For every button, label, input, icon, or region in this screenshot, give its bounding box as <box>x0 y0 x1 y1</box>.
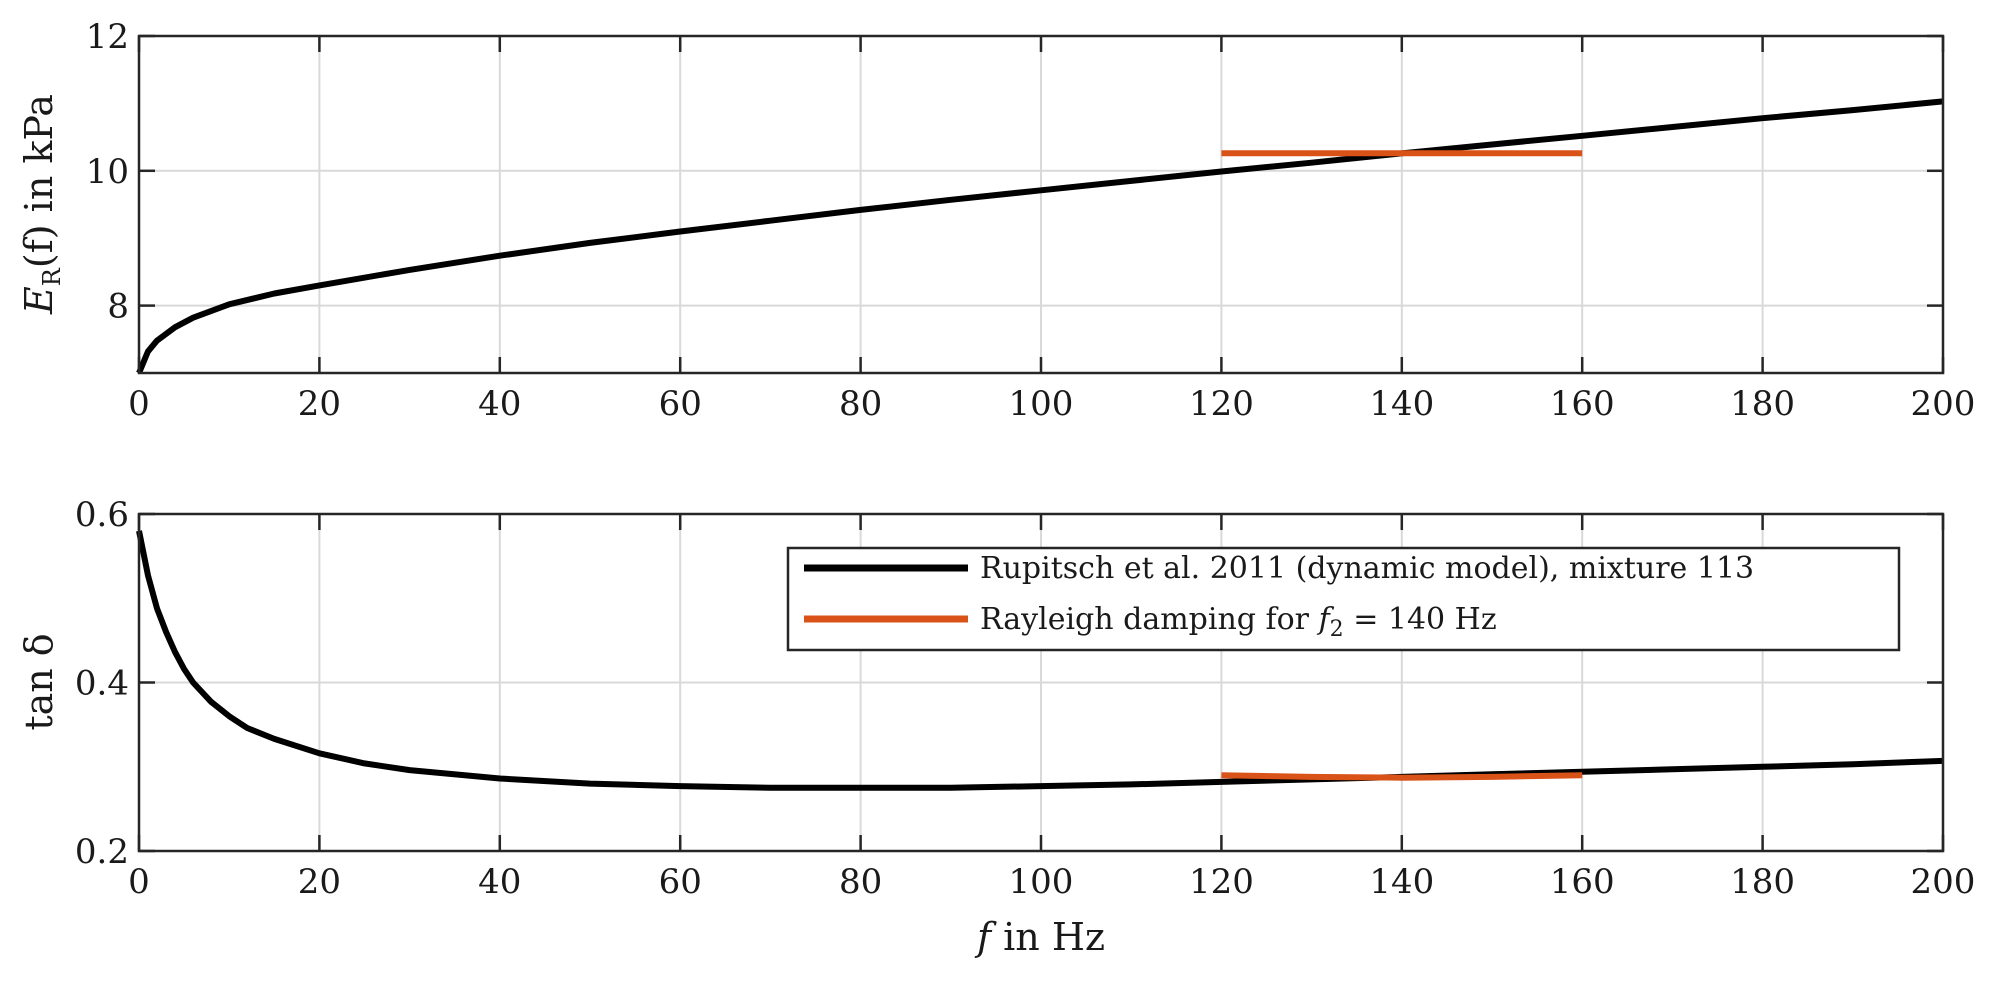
legend-label-rayleigh: Rayleigh damping for f2 = 140 Hz <box>980 602 1497 642</box>
top-x-tick-label: 200 <box>1911 384 1976 424</box>
bottom-y-axis-label: tan δ <box>17 633 61 730</box>
top-series <box>136 98 1944 375</box>
bottom-x-tick-label: 160 <box>1550 862 1615 902</box>
bottom-x-tick-label: 80 <box>839 862 882 902</box>
top-y-tick-label: 10 <box>86 152 129 192</box>
top-panel: 0 20 40 60 80 100 120 140 160 180 200 8 10 12 ER(f) i… <box>17 17 1975 424</box>
top-y-tick-label: 8 <box>107 287 129 327</box>
bottom-y-tick-label: 0.6 <box>75 495 129 535</box>
bottom-x-tick-label: 40 <box>478 862 521 902</box>
top-y-tick-label: 12 <box>86 17 129 57</box>
legend-box <box>786 546 1901 652</box>
bottom-x-tick-label: 20 <box>298 862 341 902</box>
bottom-x-tick-label: 180 <box>1730 862 1795 902</box>
top-x-tick-label: 80 <box>839 384 882 424</box>
top-x-tick-label: 100 <box>1009 384 1074 424</box>
top-ticks: 0 20 40 60 80 100 120 140 160 180 200 8 10 12 <box>86 17 1976 424</box>
top-model-curve <box>136 98 1944 375</box>
bottom-x-tick-label: 120 <box>1189 862 1254 902</box>
top-x-tick-label: 60 <box>659 384 702 424</box>
legend-label-model: Rupitsch et al. 2011 (dynamic model), mi… <box>980 551 1754 586</box>
top-x-tick-label: 160 <box>1550 384 1615 424</box>
bottom-x-tick-label: 200 <box>1911 862 1976 902</box>
bottom-x-tick-label: 0 <box>128 862 150 902</box>
bottom-rayleigh-curve <box>1221 772 1583 781</box>
bottom-x-tick-label: 100 <box>1009 862 1074 902</box>
legend: Rupitsch et al. 2011 (dynamic model), mi… <box>786 546 1901 652</box>
top-x-tick-label: 140 <box>1369 384 1434 424</box>
bottom-ticks: 0 20 40 60 80 100 120 140 160 180 200 0.2 0.4 0.6 <box>75 495 1976 902</box>
top-y-axis-label: ER(f) in kPa <box>17 94 66 315</box>
bottom-x-tick-label: 140 <box>1369 862 1434 902</box>
bottom-y-tick-label: 0.2 <box>75 832 129 872</box>
x-axis-label: f in Hz <box>974 915 1105 959</box>
bottom-series <box>136 530 1944 791</box>
bottom-x-tick-label: 60 <box>659 862 702 902</box>
top-x-tick-label: 20 <box>298 384 341 424</box>
top-x-tick-label: 0 <box>128 384 150 424</box>
bottom-y-tick-label: 0.4 <box>75 664 129 704</box>
top-x-tick-label: 40 <box>478 384 521 424</box>
top-grid <box>138 35 1944 373</box>
top-x-tick-label: 120 <box>1189 384 1254 424</box>
bottom-panel: 0 20 40 60 80 100 120 140 160 180 200 0.2 0.4 0.6 tan… <box>17 495 1975 959</box>
top-x-tick-label: 180 <box>1730 384 1795 424</box>
